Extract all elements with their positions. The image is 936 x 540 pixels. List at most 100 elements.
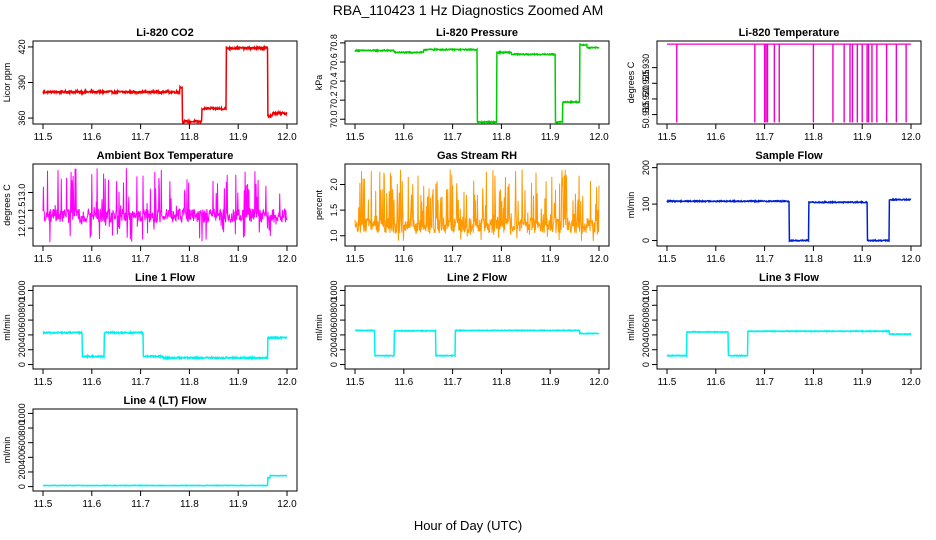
plot-frame xyxy=(32,285,298,370)
y-tick-label: 400 xyxy=(641,327,651,342)
y-tick-label: 390 xyxy=(17,75,27,90)
panel-title: Line 3 Flow xyxy=(759,272,819,284)
x-tick-label: 11.6 xyxy=(706,377,725,388)
y-tick-label: 0 xyxy=(641,238,651,243)
panel-title: Li-820 CO2 xyxy=(136,27,193,39)
x-tick-label: 11.5 xyxy=(346,132,365,143)
x-tick-label: 11.9 xyxy=(853,254,872,265)
y-tick-label: 1000 xyxy=(641,280,651,300)
panel-sample_flow: Sample Flow 11.5 11.6 11.7 11.8 11.9 12.0 0 100 2… xyxy=(626,150,922,265)
y-tick-label: 70.0 xyxy=(329,110,339,128)
y-axis-label: kPa xyxy=(314,75,324,91)
x-tick-label: 11.8 xyxy=(804,132,823,143)
x-tick-label: 11.7 xyxy=(755,132,774,143)
y-tick-label: 1.0 xyxy=(329,229,339,242)
y-tick-label: 0 xyxy=(17,484,27,489)
panel-line4: Line 4 (LT) Flow 11.5 11.6 11.7 11.8 11.9 12.0… xyxy=(2,395,298,510)
y-tick-label: 200 xyxy=(329,342,339,357)
x-axis-label: Hour of Day (UTC) xyxy=(413,518,523,533)
x-tick-label: 11.9 xyxy=(229,132,248,143)
panel-title: Line 2 Flow xyxy=(447,272,507,284)
x-tick-label: 12.0 xyxy=(277,499,297,510)
x-tick-label: 11.8 xyxy=(180,499,199,510)
y-tick-label: 0 xyxy=(641,362,651,367)
x-tick-label: 12.0 xyxy=(589,377,609,388)
x-tick-label: 11.9 xyxy=(229,377,248,388)
panel-ambient: Ambient Box Temperature 11.5 11.6 11.7 11.8 1… xyxy=(2,150,298,265)
x-tick-label: 11.9 xyxy=(541,254,560,265)
x-tick-label: 11.5 xyxy=(346,377,365,388)
y-tick-label: 100 xyxy=(641,197,651,212)
x-tick-label: 11.6 xyxy=(394,377,413,388)
series-line xyxy=(354,42,600,125)
y-tick-label: 600 xyxy=(329,313,339,328)
y-tick-label: 800 xyxy=(17,421,27,436)
x-tick-label: 11.9 xyxy=(229,254,248,265)
x-tick-label: 11.7 xyxy=(131,377,150,388)
y-tick-label: 2.0 xyxy=(329,178,339,191)
x-tick-label: 11.9 xyxy=(853,377,872,388)
series-line xyxy=(354,169,600,241)
series-line xyxy=(666,197,912,243)
panel-title: Ambient Box Temperature xyxy=(97,150,234,162)
x-tick-label: 12.0 xyxy=(901,132,921,143)
panel-title: Line 4 (LT) Flow xyxy=(124,395,207,407)
y-tick-label: 70.4 xyxy=(329,72,339,90)
series-line xyxy=(42,168,288,243)
y-tick-label: 50.930 xyxy=(641,54,651,82)
panel-line1: Line 1 Flow 11.5 11.6 11.7 11.8 11.9 12.0 0 2004… xyxy=(2,272,298,388)
x-tick-label: 11.8 xyxy=(180,132,199,143)
y-tick-label: 50.915 xyxy=(641,101,651,129)
y-tick-label: 600 xyxy=(17,435,27,450)
x-tick-label: 11.6 xyxy=(706,254,725,265)
x-tick-label: 11.7 xyxy=(131,499,150,510)
x-tick-label: 11.7 xyxy=(755,254,774,265)
panel-pressure: Li-820 Pressure 11.5 11.6 11.7 11.8 11.9 12.0 7… xyxy=(314,27,610,143)
y-tick-label: 200 xyxy=(17,342,27,357)
panel-title: Gas Stream RH xyxy=(437,150,517,162)
plot-frame xyxy=(344,285,610,370)
x-tick-label: 12.0 xyxy=(589,132,609,143)
x-tick-label: 11.8 xyxy=(180,377,199,388)
panel-rh: Gas Stream RH 11.5 11.6 11.7 11.8 11.9 12.0 1.0… xyxy=(314,150,610,265)
x-tick-label: 11.5 xyxy=(658,254,677,265)
x-tick-label: 11.8 xyxy=(180,254,199,265)
x-tick-label: 11.6 xyxy=(394,132,413,143)
x-tick-label: 12.0 xyxy=(901,377,921,388)
y-axis-label: percent xyxy=(314,189,324,220)
x-tick-label: 12.0 xyxy=(277,254,297,265)
x-tick-label: 11.6 xyxy=(82,377,101,388)
x-tick-label: 11.8 xyxy=(804,377,823,388)
y-tick-label: 70.8 xyxy=(329,34,339,52)
y-tick-label: 600 xyxy=(17,313,27,328)
y-tick-label: 800 xyxy=(329,298,339,313)
y-tick-label: 12.0 xyxy=(17,219,27,237)
y-tick-label: 0 xyxy=(329,362,339,367)
y-axis-label: ml/min xyxy=(314,314,324,341)
x-tick-label: 11.7 xyxy=(755,377,774,388)
x-tick-label: 11.7 xyxy=(443,377,462,388)
x-tick-label: 11.8 xyxy=(492,254,511,265)
y-tick-label: 400 xyxy=(17,327,27,342)
panel-co2: Li-820 CO2 11.5 11.6 11.7 11.8 11.9 12.0 360 390… xyxy=(2,27,298,143)
panel-line3: Line 3 Flow 11.5 11.6 11.7 11.8 11.9 12.0 0 2004… xyxy=(626,272,922,388)
x-tick-label: 11.8 xyxy=(804,254,823,265)
x-tick-label: 11.7 xyxy=(131,132,150,143)
y-tick-label: 50.925 xyxy=(641,70,651,98)
y-tick-label: 1.5 xyxy=(329,204,339,217)
y-axis-label: ml/min xyxy=(2,314,12,341)
x-tick-label: 11.5 xyxy=(34,499,53,510)
y-tick-label: 70.6 xyxy=(329,53,339,71)
y-tick-label: 600 xyxy=(641,313,651,328)
plot-frame xyxy=(32,408,298,492)
series-line xyxy=(42,44,288,126)
y-tick-label: 1000 xyxy=(329,280,339,300)
y-tick-label: 12.5 xyxy=(17,202,27,220)
x-tick-label: 11.5 xyxy=(346,254,365,265)
y-axis-label: degrees C xyxy=(2,184,12,226)
series-line xyxy=(42,329,288,361)
x-tick-label: 11.8 xyxy=(492,132,511,143)
plot-frame xyxy=(656,285,922,370)
x-tick-label: 11.6 xyxy=(706,132,725,143)
